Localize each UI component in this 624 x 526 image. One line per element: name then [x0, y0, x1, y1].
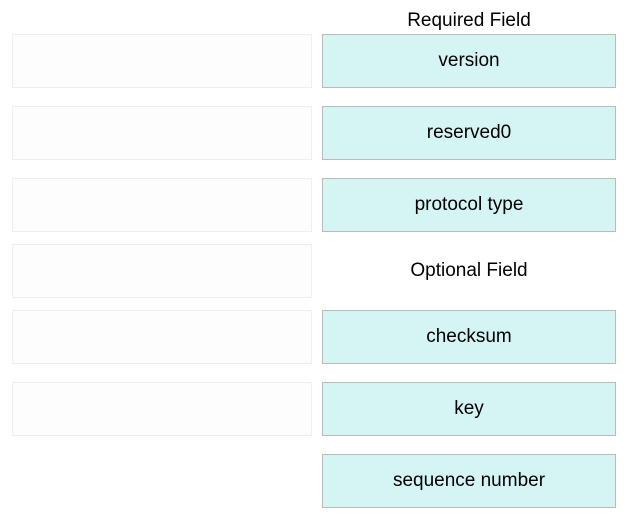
row-version: version — [8, 34, 616, 88]
field-reserved0: reserved0 — [322, 106, 616, 160]
left-cell-reserved0 — [12, 106, 312, 160]
row-protocol-type: protocol type — [8, 178, 616, 232]
required-header: Required Field — [322, 8, 616, 34]
required-header-row: Required Field — [8, 8, 616, 34]
left-cell-key — [12, 382, 312, 436]
field-checksum: checksum — [322, 310, 616, 364]
field-sequence-number: sequence number — [322, 454, 616, 508]
empty-left-sequence — [12, 454, 312, 508]
left-cell-checksum — [12, 310, 312, 364]
row-checksum: checksum — [8, 310, 616, 364]
field-key: key — [322, 382, 616, 436]
empty-left-header — [12, 8, 312, 34]
field-diagram: Required Field version reserved0 protoco… — [8, 8, 616, 508]
left-cell-optional-header — [12, 244, 312, 298]
optional-header-row: Optional Field — [8, 244, 616, 298]
left-cell-version — [12, 34, 312, 88]
row-sequence-number: sequence number — [8, 454, 616, 508]
field-protocol-type: protocol type — [322, 178, 616, 232]
field-version: version — [322, 34, 616, 88]
row-reserved0: reserved0 — [8, 106, 616, 160]
row-key: key — [8, 382, 616, 436]
optional-header: Optional Field — [322, 244, 616, 298]
left-cell-protocol-type — [12, 178, 312, 232]
